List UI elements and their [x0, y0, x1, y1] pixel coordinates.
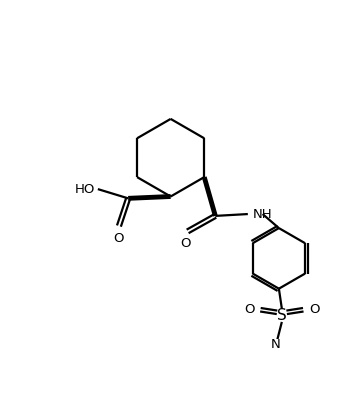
Text: O: O: [244, 303, 255, 316]
Text: O: O: [309, 303, 319, 316]
Text: N: N: [270, 338, 280, 351]
Text: O: O: [180, 237, 191, 250]
Text: S: S: [277, 308, 287, 323]
Text: NH: NH: [252, 208, 272, 220]
Text: HO: HO: [75, 183, 95, 196]
Text: O: O: [114, 231, 124, 244]
